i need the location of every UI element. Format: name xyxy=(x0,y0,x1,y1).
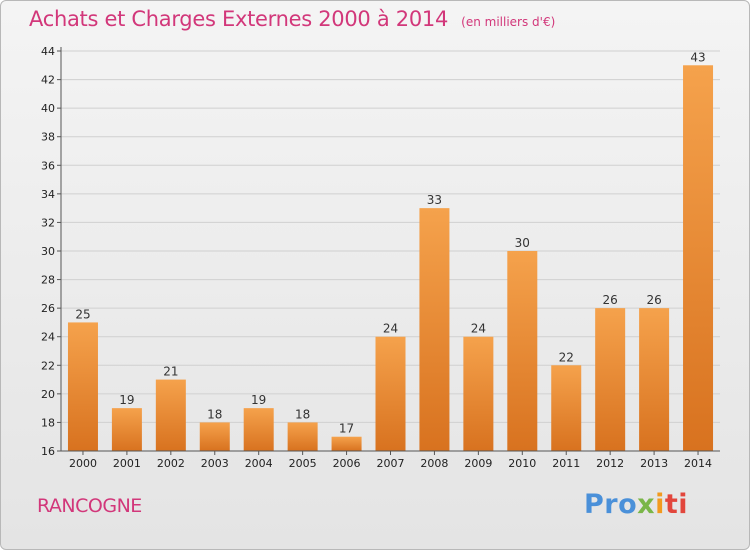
bar-2010 xyxy=(507,251,538,451)
value-label: 30 xyxy=(515,236,530,250)
title-row: Achats et Charges Externes 2000 à 2014 (… xyxy=(29,7,555,31)
x-tick-label: 2005 xyxy=(289,457,317,470)
y-tick-label: 28 xyxy=(41,274,55,287)
brand-logo: Proxiti xyxy=(584,489,688,520)
chart-title: Achats et Charges Externes 2000 à 2014 xyxy=(29,7,449,31)
bar-2013 xyxy=(639,308,670,451)
brand-part-1: Pro xyxy=(584,489,638,520)
y-tick-label: 16 xyxy=(41,445,55,458)
value-label: 19 xyxy=(251,393,266,407)
bar-2012 xyxy=(595,308,626,451)
value-label: 18 xyxy=(207,407,222,421)
y-tick-label: 18 xyxy=(41,416,55,429)
x-tick-label: 2013 xyxy=(640,457,668,470)
y-tick-label: 44 xyxy=(41,45,55,58)
place-name: RANCOGNE xyxy=(37,495,142,517)
bar-2008 xyxy=(419,208,450,451)
y-tick-label: 30 xyxy=(41,245,55,258)
value-label: 17 xyxy=(339,422,354,436)
value-label: 26 xyxy=(603,293,618,307)
value-label: 24 xyxy=(383,322,398,336)
value-label: 19 xyxy=(119,393,134,407)
x-tick-label: 2011 xyxy=(552,457,580,470)
x-tick-label: 2008 xyxy=(420,457,448,470)
x-tick-label: 2009 xyxy=(464,457,492,470)
bar-2007 xyxy=(375,336,406,451)
value-label: 18 xyxy=(295,407,310,421)
value-label: 33 xyxy=(427,193,442,207)
bar-2000 xyxy=(67,322,98,451)
brand-part-2: x xyxy=(637,489,656,520)
bar-2002 xyxy=(155,379,186,451)
bar-2009 xyxy=(463,336,494,451)
y-tick-label: 40 xyxy=(41,102,55,115)
x-tick-label: 2014 xyxy=(684,457,712,470)
y-tick-label: 42 xyxy=(41,74,55,87)
x-tick-label: 2007 xyxy=(377,457,405,470)
brand-part-4: ti xyxy=(664,489,689,520)
bar-2011 xyxy=(551,365,582,451)
y-tick-label: 38 xyxy=(41,131,55,144)
y-tick-label: 26 xyxy=(41,302,55,315)
value-label: 26 xyxy=(646,293,661,307)
x-tick-label: 2000 xyxy=(69,457,97,470)
bar-2003 xyxy=(199,422,230,451)
value-label: 24 xyxy=(471,322,486,336)
value-label: 21 xyxy=(163,365,178,379)
bar-2001 xyxy=(111,408,142,451)
y-tick-label: 32 xyxy=(41,216,55,229)
x-tick-label: 2010 xyxy=(508,457,536,470)
brand-part-3: i xyxy=(655,489,665,520)
axis-layer: 16 18 20 22 24 26 28 30 32 34 36 38 40 42 44 2000 2001 20… xyxy=(41,45,720,470)
x-tick-label: 2012 xyxy=(596,457,624,470)
x-tick-label: 2002 xyxy=(157,457,185,470)
bar-2006 xyxy=(331,436,362,451)
value-label: 43 xyxy=(690,50,705,64)
y-tick-label: 36 xyxy=(41,159,55,172)
bar-2005 xyxy=(287,422,318,451)
y-tick-label: 20 xyxy=(41,388,55,401)
y-tick-label: 24 xyxy=(41,331,55,344)
bar-layer: 25 19 21 18 19 18 17 24 33 24 30 22 26 26 43 xyxy=(67,50,714,452)
x-tick-label: 2006 xyxy=(333,457,361,470)
value-label: 25 xyxy=(75,307,90,321)
value-label: 22 xyxy=(559,350,574,364)
x-tick-label: 2003 xyxy=(201,457,229,470)
unit-note: (en milliers d'€) xyxy=(461,15,556,29)
x-tick-label: 2004 xyxy=(245,457,273,470)
bar-2004 xyxy=(243,408,274,451)
y-tick-label: 34 xyxy=(41,188,55,201)
y-tick-label: 22 xyxy=(41,359,55,372)
bar-2014 xyxy=(683,65,714,452)
x-tick-label: 2001 xyxy=(113,457,141,470)
